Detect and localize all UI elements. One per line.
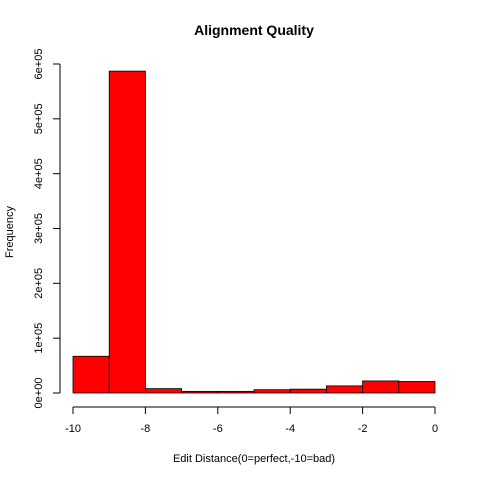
y-axis: 0e+00 1e+05 2e+05 3e+05 4e+05 5e+05 6e+05 [33, 49, 61, 409]
x-tick-label: -4 [285, 423, 295, 435]
y-tick-label: 3e+05 [33, 213, 45, 244]
y-axis-label: Frequency [4, 206, 16, 258]
x-tick-label: 0 [432, 423, 438, 435]
y-tick-label: 5e+05 [33, 103, 45, 134]
y-tick-label: 6e+05 [33, 49, 45, 80]
y-tick-label: 0e+00 [33, 378, 45, 409]
histogram-bar-0 [72, 355, 110, 394]
histogram-bar-2 [144, 388, 182, 394]
bars-group [72, 70, 436, 394]
chart-title: Alignment Quality [194, 22, 314, 38]
histogram-bar-6 [289, 388, 327, 394]
histogram-bar-9 [398, 381, 436, 394]
x-tick-label: -6 [213, 423, 223, 435]
histogram-bar-8 [362, 380, 400, 394]
x-tick-label: -2 [358, 423, 368, 435]
histogram-bar-3 [181, 390, 219, 394]
y-tick-label: 4e+05 [33, 158, 45, 189]
histogram-bar-7 [325, 385, 363, 394]
x-axis: -10 -8 -6 -4 -2 0 [65, 406, 438, 435]
y-tick-label: 2e+05 [33, 268, 45, 299]
x-tick-label: -10 [65, 423, 81, 435]
histogram-bar-1 [108, 70, 146, 394]
histogram-bar-4 [217, 390, 255, 394]
x-axis-label: Edit Distance(0=perfect,-10=bad) [173, 453, 335, 465]
x-tick-label: -8 [141, 423, 151, 435]
histogram-bar-5 [253, 389, 291, 394]
y-tick-label: 1e+05 [33, 323, 45, 354]
